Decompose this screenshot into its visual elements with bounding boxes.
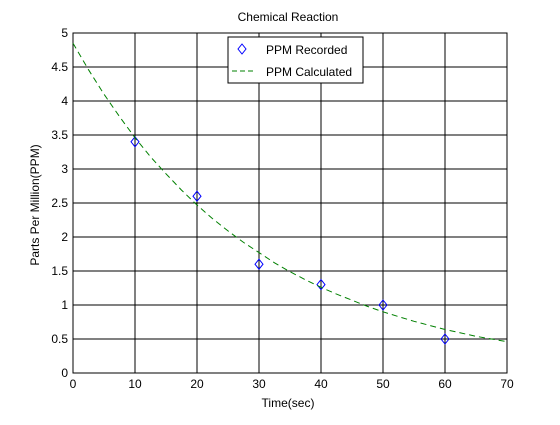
legend-label-recorded: PPM Recorded — [266, 43, 347, 57]
x-tick-label: 0 — [70, 377, 77, 391]
x-axis-label: Time(sec) — [262, 396, 315, 410]
data-point-diamond — [378, 299, 388, 311]
x-tick-label: 70 — [500, 377, 514, 391]
y-axis-label: Parts Per Million(PPM) — [28, 144, 42, 265]
x-tick-label: 60 — [438, 377, 452, 391]
y-tick-label: 1.5 — [51, 264, 68, 278]
legend: PPM Recorded PPM Calculated — [227, 36, 364, 84]
data-point-diamond — [192, 190, 202, 203]
y-tick-label: 1 — [61, 298, 68, 312]
grid — [72, 32, 508, 374]
y-tick-label: 3 — [61, 162, 68, 176]
y-tick-label: 4.5 — [51, 60, 68, 74]
data-point-diamond — [130, 135, 140, 148]
data-point-diamond — [316, 278, 326, 291]
data-point-diamond — [440, 333, 450, 345]
x-tick-label: 30 — [252, 377, 266, 391]
y-tick-label: 5 — [61, 26, 68, 40]
x-tick-label: 10 — [128, 377, 142, 391]
series-layer — [72, 42, 508, 345]
y-tick-labels: 0 0.5 1 1.5 2 2.5 3 3.5 4 4.5 5 — [51, 26, 68, 380]
legend-marker-diamond-icon — [237, 43, 247, 55]
x-tick-label: 20 — [190, 377, 204, 391]
y-tick-label: 3.5 — [51, 128, 68, 142]
x-tick-labels: 0 10 20 30 40 50 60 70 — [70, 377, 514, 391]
legend-box — [227, 36, 364, 84]
axis-ticks — [72, 32, 508, 374]
series-line-ppm-calculated — [72, 42, 508, 343]
legend-label-calculated: PPM Calculated — [266, 65, 352, 79]
x-tick-label: 40 — [314, 377, 328, 391]
x-tick-label: 50 — [376, 377, 390, 391]
y-tick-label: 0 — [61, 366, 68, 380]
y-tick-label: 2.5 — [51, 196, 68, 210]
data-point-diamond — [254, 258, 264, 271]
y-tick-label: 0.5 — [51, 332, 68, 346]
y-tick-label: 4 — [61, 94, 68, 108]
y-tick-label: 2 — [61, 230, 68, 244]
chart-title: Chemical Reaction — [238, 10, 339, 24]
